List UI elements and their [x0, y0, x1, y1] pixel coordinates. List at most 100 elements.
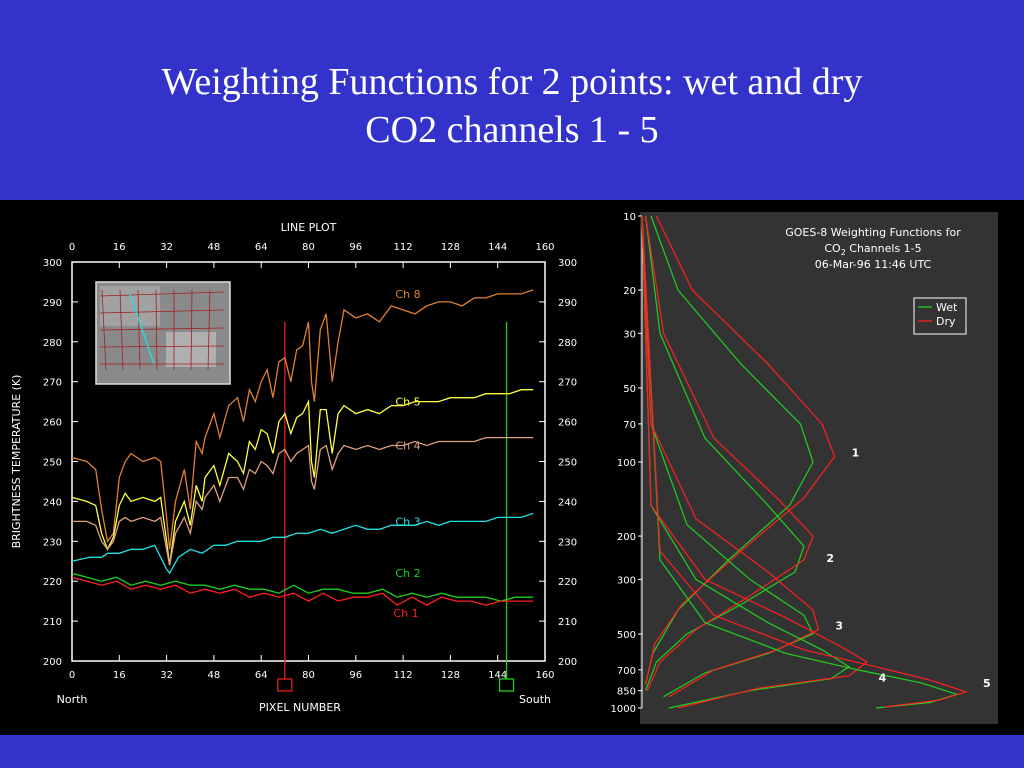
inset-transect: [129, 293, 155, 365]
y-tick-label-left: 240: [43, 497, 62, 508]
y-tick-label-left: 220: [43, 577, 62, 588]
series-line-ch2: [71, 572, 534, 602]
x-tick-label-top: 80: [302, 242, 315, 253]
y-tick-label-left: 290: [43, 298, 62, 309]
pressure-tick-label: 300: [617, 575, 636, 586]
line-plot-chart: LINE PLOT PIXEL NUMBER BRIGHTNESS TEMPERAT…: [10, 221, 577, 714]
pressure-tick-label: 100: [617, 458, 636, 469]
x-left-label: North: [57, 693, 88, 706]
inset-state-border: [137, 289, 141, 371]
x-tick-label-top: 160: [535, 242, 554, 253]
figure-panel: LINE PLOT PIXEL NUMBER BRIGHTNESS TEMPERAT…: [0, 200, 1024, 735]
y-tick-label-right: 250: [558, 458, 577, 469]
y-tick-label-right: 260: [558, 418, 577, 429]
weighting-curve-ch1-wet: [645, 215, 814, 685]
y-tick-label-right: 290: [558, 298, 577, 309]
weighting-curve-ch4-wet: [641, 215, 851, 709]
y-tick-label-right: 230: [558, 537, 577, 548]
y-tick-label-left: 200: [43, 657, 62, 668]
weighting-curve-ch5-dry: [641, 215, 968, 708]
weighting-curve-ch2-wet: [645, 215, 805, 691]
y-tick-label-right: 220: [558, 577, 577, 588]
pressure-tick-label: 850: [617, 687, 636, 698]
inset-state-border: [99, 327, 225, 331]
weighting-plot-area: [640, 212, 998, 724]
x-tick-label-top: 48: [208, 242, 221, 253]
y-tick-label-left: 230: [43, 537, 62, 548]
y-tick-label-left: 280: [43, 338, 62, 349]
weighting-title: GOES-8 Weighting Functions for: [785, 226, 961, 239]
inset-state-border: [99, 291, 225, 297]
series-line-ch8: [71, 289, 534, 550]
inset-cloud: [100, 286, 160, 326]
legend-label: Dry: [936, 315, 956, 328]
slide-title: Weighting Functions for 2 points: wet an…: [0, 58, 1024, 154]
x-tick-label-bottom: 32: [160, 670, 173, 681]
pressure-tick-label: 70: [623, 420, 636, 431]
series-label: Ch 2: [395, 567, 420, 580]
title-line-2: CO2 channels 1 - 5: [365, 109, 659, 151]
pressure-tick-label: 500: [617, 630, 636, 641]
x-tick-label-top: 64: [255, 242, 268, 253]
pressure-tick-label: 50: [623, 384, 636, 395]
x-tick-label-bottom: 0: [69, 670, 75, 681]
series-label: Ch 4: [395, 440, 420, 453]
x-tick-label-bottom: 112: [394, 670, 413, 681]
series-line-ch1: [71, 576, 534, 606]
legend-box: [913, 297, 967, 335]
inset-state-border: [99, 345, 225, 348]
y-tick-label-right: 210: [558, 617, 577, 628]
weighting-curve-ch4-dry: [641, 215, 869, 709]
pressure-tick-label: 700: [617, 666, 636, 677]
x-right-label: South: [519, 693, 551, 706]
inset-state-border: [155, 289, 158, 371]
pixel-marker-box: [498, 678, 515, 692]
x-tick-label-top: 96: [349, 242, 362, 253]
channel-number-label: 2: [826, 552, 834, 565]
pressure-tick-label: 1000: [611, 704, 636, 715]
x-tick-label-bottom: 80: [302, 670, 315, 681]
x-tick-label-top: 32: [160, 242, 173, 253]
pressure-tick-label: 10: [623, 212, 636, 223]
pressure-tick-label: 200: [617, 532, 636, 543]
x-tick-label-bottom: 160: [535, 670, 554, 681]
weighting-curve-ch2-dry: [645, 215, 814, 691]
series-label: Ch 3: [395, 515, 420, 528]
inset-state-border: [99, 309, 225, 314]
y-tick-label-left: 210: [43, 617, 62, 628]
x-tick-label-bottom: 64: [255, 670, 268, 681]
inset-state-border: [207, 289, 211, 371]
weighting-curve-ch3-dry: [641, 215, 820, 698]
channel-number-label: 1: [852, 447, 860, 460]
series-line-ch5: [71, 389, 534, 566]
y-tick-label-left: 260: [43, 418, 62, 429]
x-tick-label-top: 128: [441, 242, 460, 253]
pixel-marker-box: [277, 678, 293, 692]
x-axis-label: PIXEL NUMBER: [259, 701, 341, 714]
weighting-curve-ch1-dry: [645, 215, 836, 685]
title-line-1: Weighting Functions for 2 points: wet an…: [161, 61, 863, 103]
weighting-subtitle-date: 06-Mar-96 11:46 UTC: [815, 258, 932, 271]
x-tick-label-bottom: 48: [208, 670, 221, 681]
y-tick-label-right: 280: [558, 338, 577, 349]
y-tick-label-left: 250: [43, 458, 62, 469]
x-tick-label-bottom: 96: [349, 670, 362, 681]
y-tick-label-right: 300: [558, 258, 577, 269]
channel-number-label: 4: [879, 671, 887, 684]
series-line-ch3: [71, 512, 534, 575]
legend-label: Wet: [936, 301, 958, 314]
x-tick-label-top: 0: [69, 242, 75, 253]
y-axis-label: BRIGHTNESS TEMPERATURE (K): [10, 375, 23, 549]
y-tick-label-right: 200: [558, 657, 577, 668]
channel-number-label: 3: [835, 620, 843, 633]
x-tick-label-top: 16: [113, 242, 126, 253]
x-tick-label-bottom: 16: [113, 670, 126, 681]
pressure-tick-label: 20: [623, 286, 636, 297]
channel-number-label: 5: [983, 677, 991, 690]
y-tick-label-right: 270: [558, 378, 577, 389]
y-tick-label-left: 300: [43, 258, 62, 269]
pressure-tick-label: 30: [623, 329, 636, 340]
weighting-subtitle: CO2 Channels 1-5: [824, 242, 921, 257]
x-tick-label-bottom: 144: [488, 670, 507, 681]
y-tick-label-left: 270: [43, 378, 62, 389]
